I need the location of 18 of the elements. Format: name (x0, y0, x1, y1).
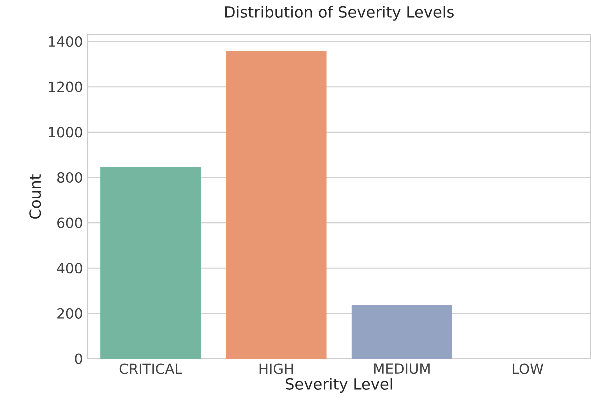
bar (352, 306, 452, 359)
y-tick-label: 400 (57, 263, 82, 274)
chart-title: Distribution of Severity Levels (226, 6, 454, 21)
y-tick-label: 1000 (49, 127, 82, 138)
x-tick-label: MEDIUM (374, 364, 430, 374)
x-axis-title: Severity Level (286, 378, 392, 393)
y-tick-label: 600 (58, 218, 82, 228)
x-tick-label: LOW (513, 364, 544, 374)
bar (100, 168, 202, 359)
y-axis-title: Count (30, 174, 42, 219)
y-tick-label: 1200 (49, 82, 82, 92)
y-tick-label: 1400 (49, 36, 82, 48)
x-tick-label: CRITICAL (120, 364, 182, 374)
y-tick-label: 0 (75, 354, 82, 364)
y-tick-label: 800 (58, 172, 82, 184)
x-tick-label: HIGH (260, 364, 294, 374)
bar (226, 51, 327, 359)
y-tick-label: 200 (58, 308, 82, 319)
